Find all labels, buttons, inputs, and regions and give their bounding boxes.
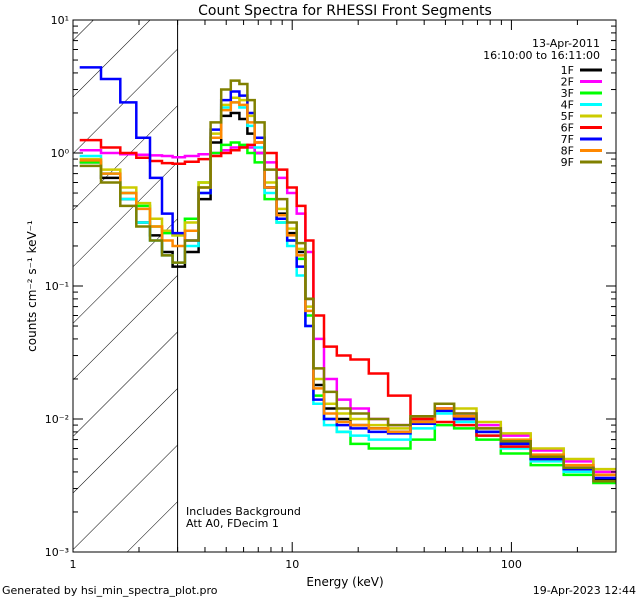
x-axis-label: Energy (keV) [306, 575, 383, 589]
x-tick-label: 100 [501, 558, 522, 571]
series-group [79, 66, 616, 485]
generator-footer: Generated by hsi_min_spectra_plot.pro [2, 584, 218, 597]
y-tick-label: 10⁻¹ [45, 280, 69, 293]
legend-label-6F: 6F [561, 122, 574, 135]
date-label: 13-Apr-2011 [532, 37, 600, 50]
series-line-8F [79, 101, 616, 477]
annotation-background: Includes Background [186, 505, 301, 518]
legend-label-8F: 8F [561, 145, 574, 158]
legend-label-1F: 1F [561, 64, 574, 77]
chart-title: Count Spectra for RHESSI Front Segments [198, 3, 492, 19]
legend-label-5F: 5F [561, 110, 574, 123]
x-tick-label: 10 [285, 558, 299, 571]
series-line-9F [79, 79, 616, 483]
y-axis-label: counts cm⁻² s⁻¹ keV⁻¹ [25, 220, 39, 352]
legend-label-7F: 7F [561, 133, 574, 146]
y-tick-label: 10¹ [51, 14, 69, 27]
legend-label-2F: 2F [561, 76, 574, 89]
hatched-excluded-region [73, 20, 178, 552]
series-line-6F [79, 138, 616, 477]
axis-tick-labels: 1 10 100 10¹ 10⁰ 10⁻¹ 10⁻² 10⁻³ [45, 14, 522, 571]
generated-date-footer: 19-Apr-2023 12:44 [533, 584, 636, 597]
y-tick-label: 10⁻³ [45, 546, 69, 559]
time-range-label: 16:10:00 to 16:11:00 [483, 49, 600, 62]
legend-label-3F: 3F [561, 87, 574, 100]
annotation-attenuator: Att A0, FDecim 1 [186, 517, 279, 530]
x-tick-label: 1 [70, 558, 77, 571]
y-tick-label: 10⁻² [45, 413, 69, 426]
axis-ticks [72, 19, 617, 553]
legend-label-4F: 4F [561, 99, 574, 112]
legend-label-9F: 9F [561, 156, 574, 169]
y-tick-label: 10⁰ [51, 147, 70, 160]
